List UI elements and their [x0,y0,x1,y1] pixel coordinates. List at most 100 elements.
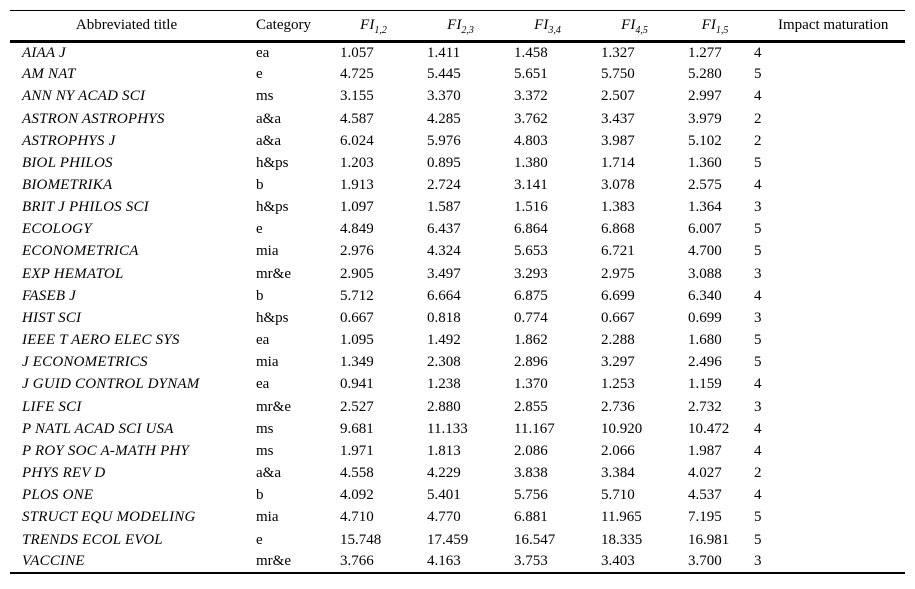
journal-title-cell: PHYS REV D [22,465,106,482]
fi-1-5-cell: 1.360 [688,154,722,171]
category-cell: h&ps [256,154,289,171]
fi-4-5-cell: 2.507 [601,88,635,105]
fi-2-3-cell: 11.133 [427,420,468,437]
fi-2-3-cell: 1.813 [427,442,461,459]
fi-1-5-cell: 3.979 [688,110,722,127]
fi-4-5-cell: 0.667 [601,309,635,326]
impact-maturation-cell: 5 [754,332,762,349]
fi-1-2-cell: 9.681 [340,420,374,437]
fi-1-5-cell: 0.699 [688,309,722,326]
fi-1-5-cell: 6.340 [688,287,722,304]
impact-maturation-cell: 5 [754,66,762,83]
fi-4-5-cell: 2.975 [601,265,635,282]
table-row: EXP HEMATOL mr&e 2.905 3.497 3.293 2.975… [10,263,905,285]
fi-1-2-cell: 1.097 [340,199,374,216]
fi-3-4-cell: 3.762 [514,110,548,127]
fi-1-2-cell: 3.766 [340,553,374,570]
journal-title-cell: ECOLOGY [22,221,92,238]
fi-1-5-cell: 16.981 [688,531,730,548]
fi-1-2-cell: 4.092 [340,487,374,504]
impact-maturation-cell: 3 [754,553,762,570]
category-cell: h&ps [256,199,289,216]
fi-3-4-cell: 5.756 [514,487,548,504]
table-row: PLOS ONE b 4.092 5.401 5.756 5.710 4.537… [10,485,905,507]
col-header-fi-2-3: FI2,3 [417,10,504,43]
fi-1-2-cell: 15.748 [340,531,382,548]
journal-title-cell: BRIT J PHILOS SCI [22,199,149,216]
impact-maturation-cell: 4 [754,88,762,105]
fi-1-2-cell: 4.725 [340,66,374,83]
fi-1-5-cell: 1.159 [688,376,722,393]
fi-4-5-cell: 2.288 [601,332,635,349]
category-cell: ms [256,88,274,105]
fi-3-4-cell: 3.293 [514,265,548,282]
fi-1-2-cell: 2.905 [340,265,374,282]
fi-1-2-cell: 3.155 [340,88,374,105]
fi-1-2-cell: 1.057 [340,44,374,61]
journal-title-cell: P NATL ACAD SCI USA [22,420,174,437]
fi-3-4-cell: 16.547 [514,531,556,548]
category-cell: ea [256,44,270,61]
category-cell: mr&e [256,398,291,415]
fi-3-4-cell: 3.838 [514,465,548,482]
fi-1-5-cell: 2.997 [688,88,722,105]
fi-3-4-cell: 2.896 [514,354,548,371]
fi-2-3-cell: 5.976 [427,132,461,149]
table-row: ECONOMETRICA mia 2.976 4.324 5.653 6.721… [10,241,905,263]
header-row: Abbreviated title Category FI1,2 FI2,3 F… [10,10,905,43]
col-header-fi-3-4: FI3,4 [504,10,591,43]
fi-1-2-cell: 6.024 [340,132,374,149]
category-cell: ms [256,420,274,437]
table-row: ANN NY ACAD SCI ms 3.155 3.370 3.372 2.5… [10,86,905,108]
fi-4-5-cell: 10.920 [601,420,643,437]
fi-3-4-cell: 11.167 [514,420,555,437]
fi-3-4-cell: 0.774 [514,309,548,326]
table-row: ASTRON ASTROPHYS a&a 4.587 4.285 3.762 3… [10,108,905,130]
impact-maturation-cell: 4 [754,44,762,61]
fi-4-5-cell: 3.078 [601,177,635,194]
journal-title-cell: AM NAT [22,66,76,83]
category-cell: mia [256,354,279,371]
fi-1-2-cell: 1.349 [340,354,374,371]
journal-title-cell: AIAA J [22,44,66,61]
fi-2-3-cell: 5.401 [427,487,461,504]
impact-maturation-cell: 5 [754,531,762,548]
impact-maturation-cell: 5 [754,509,762,526]
fi-2-3-cell: 5.445 [427,66,461,83]
table-row: P NATL ACAD SCI USA ms 9.681 11.133 11.1… [10,418,905,440]
table-row: LIFE SCI mr&e 2.527 2.880 2.855 2.736 2.… [10,396,905,418]
category-cell: e [256,221,263,238]
fi-1-5-cell: 4.700 [688,243,722,260]
fi-3-4-cell: 5.653 [514,243,548,260]
col-header-abbreviated-title: Abbreviated title [10,10,243,43]
fi-3-4-cell: 6.881 [514,509,548,526]
journal-title-cell: ECONOMETRICA [22,243,139,260]
fi-subscript: 3,4 [548,25,561,36]
col-header-fi-1-2: FI1,2 [330,10,417,43]
fi-4-5-cell: 2.066 [601,442,635,459]
fi-4-5-cell: 3.987 [601,132,635,149]
impact-maturation-cell: 4 [754,287,762,304]
col-header-fi-1-5: FI1,5 [678,10,752,43]
impact-factor-table: Abbreviated title Category FI1,2 FI2,3 F… [10,10,905,575]
fi-2-3-cell: 1.238 [427,376,461,393]
journal-title-cell: LIFE SCI [22,398,82,415]
table-row: ASTROPHYS J a&a 6.024 5.976 4.803 3.987 … [10,130,905,152]
fi-1-5-cell: 6.007 [688,221,722,238]
journal-title-cell: HIST SCI [22,309,82,326]
fi-2-3-cell: 6.437 [427,221,461,238]
fi-3-4-cell: 3.141 [514,177,548,194]
fi-4-5-cell: 6.699 [601,287,635,304]
fi-2-3-cell: 0.895 [427,154,461,171]
col-header-impact-maturation: Impact maturation [752,10,905,43]
fi-label: FI [447,17,462,33]
fi-3-4-cell: 1.380 [514,154,548,171]
journal-title-cell: PLOS ONE [22,487,94,504]
impact-maturation-cell: 5 [754,154,762,171]
category-cell: b [256,287,264,304]
category-cell: mr&e [256,265,291,282]
fi-3-4-cell: 3.753 [514,553,548,570]
impact-maturation-cell: 3 [754,265,762,282]
fi-3-4-cell: 2.086 [514,442,548,459]
impact-maturation-cell: 5 [754,221,762,238]
